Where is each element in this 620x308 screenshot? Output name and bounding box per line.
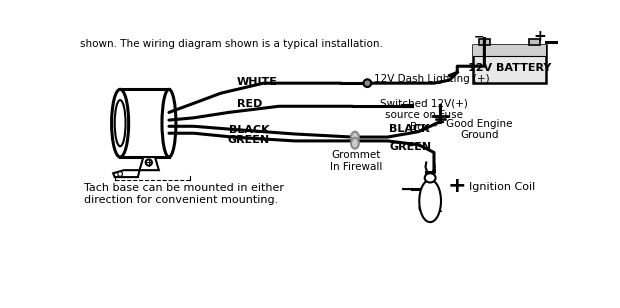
Polygon shape [140,157,159,170]
Text: Good Engine
Ground: Good Engine Ground [446,119,513,140]
Text: COIL: COIL [417,204,443,214]
Text: Grommet
In Firewall: Grommet In Firewall [330,150,383,172]
Text: Ignition Coil: Ignition Coil [469,182,535,192]
Polygon shape [113,170,140,177]
Text: Tach base can be mounted in either
direction for convenient mounting.: Tach base can be mounted in either direc… [84,183,284,205]
Circle shape [363,79,371,87]
Ellipse shape [419,180,441,222]
Text: GREEN: GREEN [389,142,431,152]
Text: Switched 12V(+)
source on Fuse
Box *: Switched 12V(+) source on Fuse Box * [379,99,467,132]
Circle shape [146,159,152,165]
Text: 12V Dash Lighting (+): 12V Dash Lighting (+) [373,74,489,84]
Text: +: + [448,176,467,196]
Text: BLACK: BLACK [389,124,430,134]
Text: −: − [401,180,417,199]
FancyBboxPatch shape [472,45,546,83]
Text: −: − [474,30,484,43]
Text: GREEN: GREEN [228,135,270,145]
Ellipse shape [351,138,359,148]
Ellipse shape [351,132,359,142]
Ellipse shape [115,100,125,146]
FancyBboxPatch shape [529,39,540,45]
Text: 12V BATTERY: 12V BATTERY [468,63,551,73]
Text: WHITE: WHITE [237,77,278,87]
Text: shown. The wiring diagram shown is a typical installation.: shown. The wiring diagram shown is a typ… [80,39,383,49]
Ellipse shape [112,89,129,157]
Text: BLACK: BLACK [229,125,270,135]
FancyBboxPatch shape [479,39,490,45]
FancyBboxPatch shape [472,45,546,56]
Text: RED: RED [237,99,262,109]
Text: +: + [534,29,547,44]
Ellipse shape [162,89,176,157]
Circle shape [118,172,123,176]
Ellipse shape [425,173,435,182]
